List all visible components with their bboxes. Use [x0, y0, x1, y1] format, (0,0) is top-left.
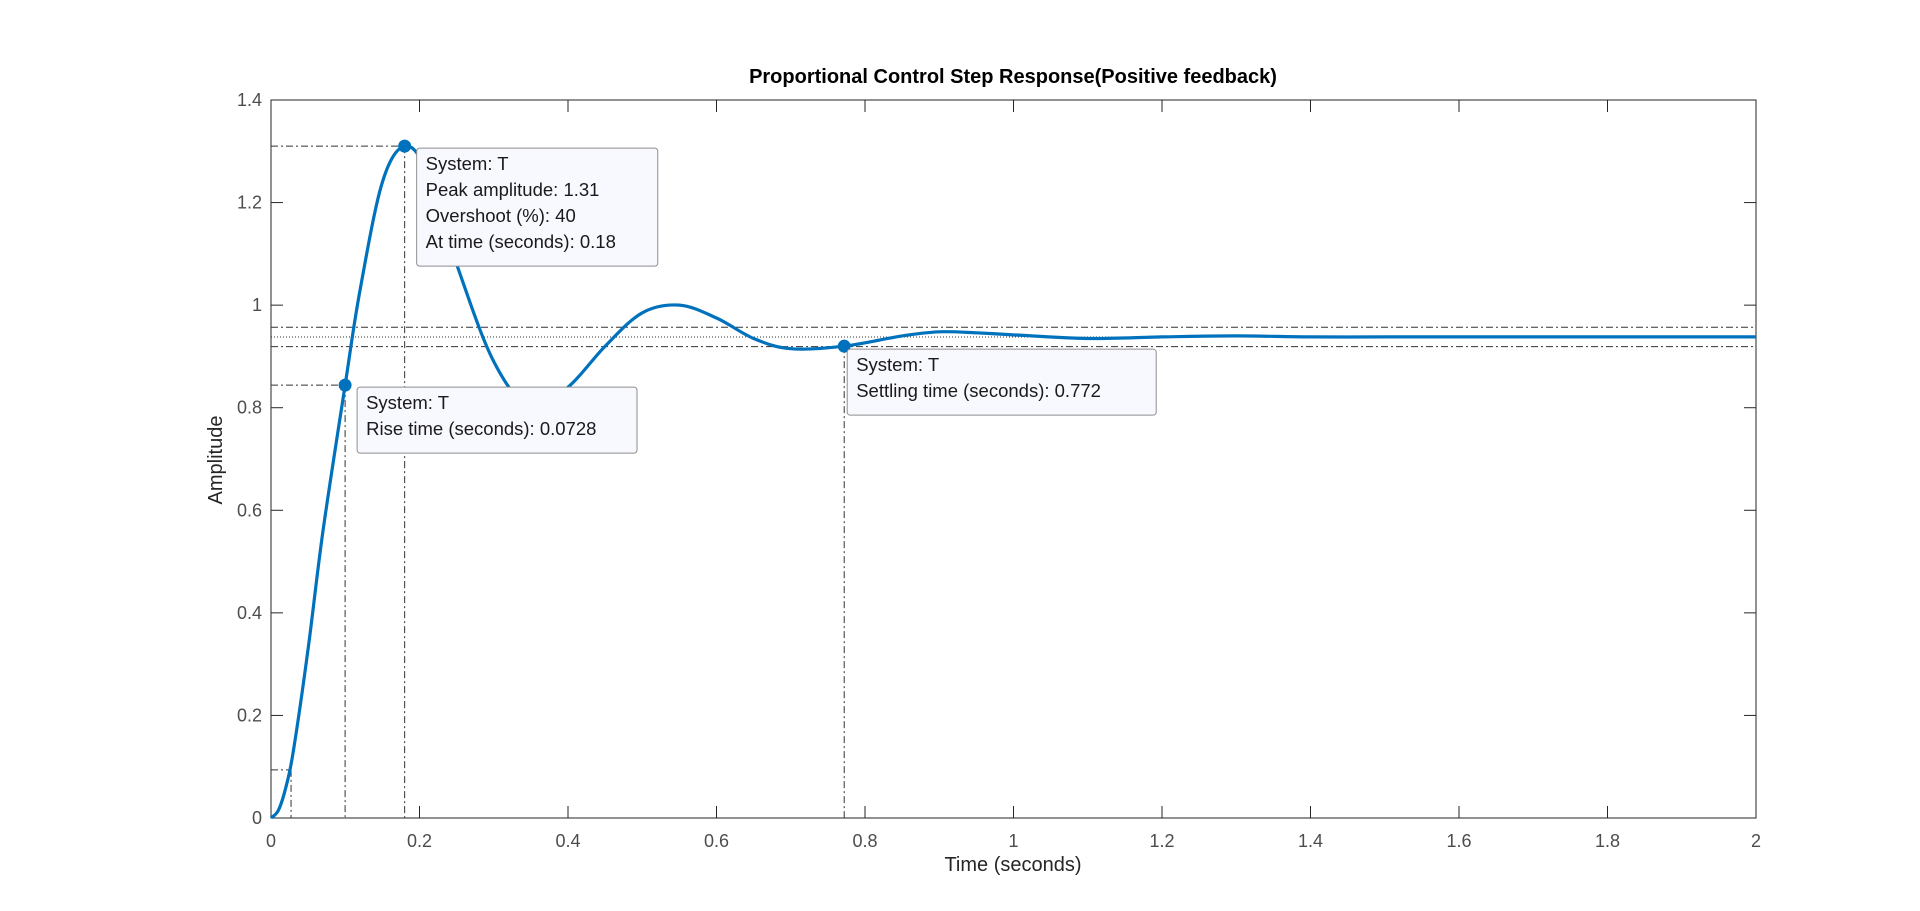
datatip-text: Rise time (seconds): 0.0728 — [366, 418, 596, 439]
x-tick-label: 1.4 — [1298, 831, 1323, 851]
y-tick-label: 0.8 — [237, 398, 262, 418]
series-line-T — [269, 144, 1756, 820]
datatip-box — [416, 147, 659, 267]
x-tick-label: 0.6 — [704, 831, 729, 851]
x-tick-label: 1 — [1008, 831, 1018, 851]
x-tick-label: 1.8 — [1595, 831, 1620, 851]
datatip-text: System: T — [366, 392, 449, 413]
datatip-text: System: T — [426, 153, 509, 174]
y-tick-label: 0 — [252, 808, 262, 828]
y-tick-label: 0.6 — [237, 500, 262, 520]
x-tick-label: 0.8 — [852, 831, 877, 851]
datatip-text: Peak amplitude: 1.31 — [426, 179, 600, 200]
plot-area: 0 0.2 0.4 0.6 0.8 1 1.2 1.4 1.6 1.8 2 0 0.2 0.4 0.6 0.8… — [237, 90, 1761, 851]
datatip-box — [846, 348, 1157, 416]
datatip-text: System: T — [856, 354, 939, 375]
datatip-marker — [338, 378, 352, 392]
x-tick-label: 1.2 — [1149, 831, 1174, 851]
y-tick-label: 1.2 — [237, 193, 262, 213]
x-tick-label: 1.6 — [1446, 831, 1471, 851]
datatip-text: At time (seconds): 0.18 — [426, 231, 616, 252]
x-tick-label: 2 — [1751, 831, 1761, 851]
y-tick-label: 1 — [252, 295, 262, 315]
x-tick-label: 0 — [266, 831, 276, 851]
x-tick-label: 0.4 — [555, 831, 580, 851]
x-axis-label: Time (seconds) — [944, 854, 1081, 876]
y-tick-label: 1.4 — [237, 90, 262, 110]
y-tick-label: 0.2 — [237, 705, 262, 725]
y-axis-label: Amplitude — [205, 416, 227, 505]
datatip-text: Overshoot (%): 40 — [426, 205, 576, 226]
chart-title: Proportional Control Step Response(Posit… — [749, 66, 1277, 88]
datatip-text: Settling time (seconds): 0.772 — [856, 380, 1101, 401]
y-tick-label: 0.4 — [237, 603, 262, 623]
datatip-marker — [837, 339, 851, 353]
datatip-box — [356, 386, 638, 454]
x-tick-label: 0.2 — [407, 831, 432, 851]
datatip-marker — [398, 139, 412, 153]
